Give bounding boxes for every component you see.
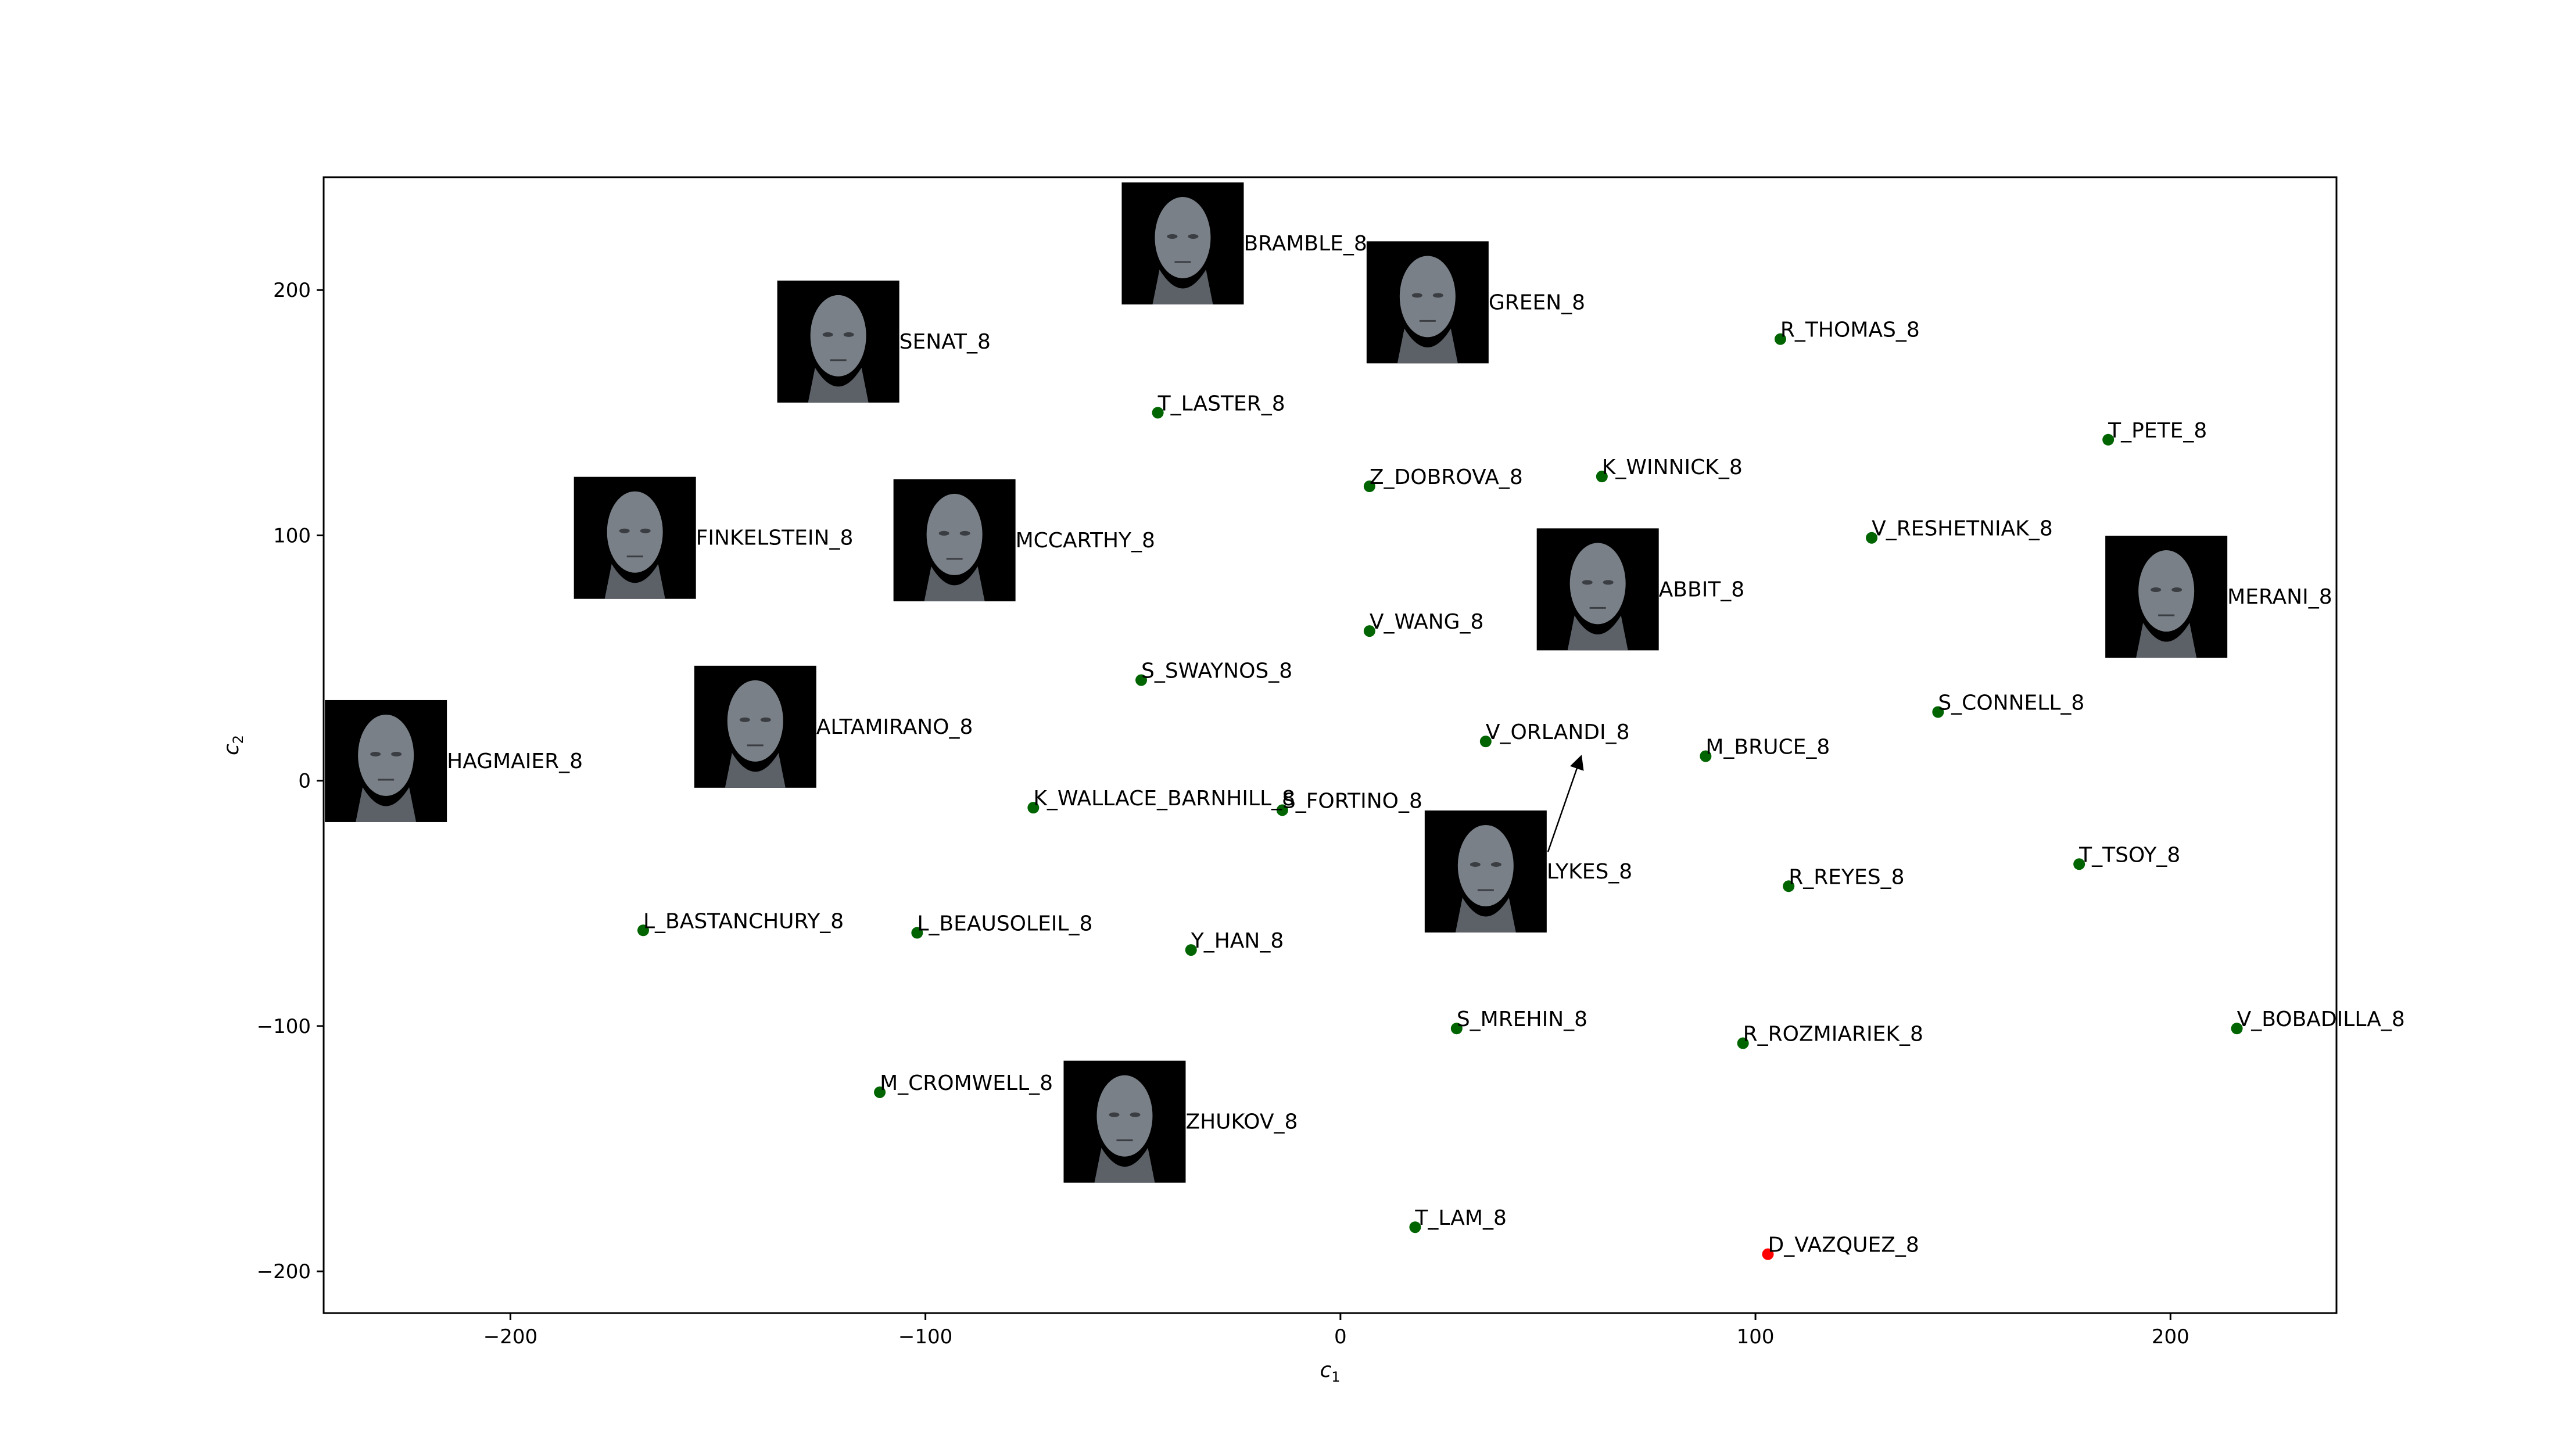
- face-image-finkelstein-8: [574, 476, 696, 599]
- face-image-zhukov-8: [1063, 1060, 1186, 1183]
- face-image-altamirano-8: [694, 665, 816, 788]
- point-t-laster-8: [1152, 407, 1164, 419]
- point-v-reshetniak-8: [1866, 532, 1878, 544]
- label-v-orlandi-8: V_ORLANDI_8: [1486, 720, 1630, 744]
- point-t-lam-8: [1409, 1221, 1421, 1233]
- label-v-wang-8: V_WANG_8: [1370, 610, 1484, 634]
- label-t-tsoy-8: T_TSOY_8: [2078, 843, 2180, 867]
- label-s-connell-8: S_CONNELL_8: [1938, 691, 2084, 715]
- arrow-line: [1547, 755, 1584, 852]
- label-m-cromwell-8: M_CROMWELL_8: [880, 1071, 1053, 1095]
- image-label-abbit-8: ABBIT_8: [1659, 578, 1745, 601]
- point-t-tsoy-8: [2073, 858, 2085, 870]
- point-v-bobadilla-8: [2231, 1023, 2243, 1035]
- point-k-wallace-barnhill-8: [1027, 802, 1040, 814]
- x-axis-label: c1: [1320, 1358, 1340, 1385]
- x-tick-label: −200: [483, 1325, 537, 1349]
- label-r-reyes-8: R_REYES_8: [1789, 865, 1904, 889]
- label-t-laster-8: T_LASTER_8: [1157, 392, 1285, 415]
- point-v-wang-8: [1363, 625, 1375, 637]
- point-m-bruce-8: [1700, 750, 1712, 762]
- label-t-lam-8: T_LAM_8: [1414, 1206, 1506, 1230]
- point-y-han-8: [1185, 944, 1197, 956]
- image-label-finkelstein-8: FINKELSTEIN_8: [696, 526, 854, 550]
- label-y-han-8: Y_HAN_8: [1191, 929, 1284, 953]
- image-label-mccarthy-8: MCCARTHY_8: [1016, 529, 1155, 553]
- point-r-rozmiariek-8: [1737, 1037, 1749, 1049]
- face-image-mccarthy-8: [893, 479, 1016, 601]
- image-label-green-8: GREEN_8: [1489, 291, 1585, 314]
- face-image-abbit-8: [1536, 528, 1659, 651]
- point-d-vazquez-8: [1762, 1248, 1774, 1260]
- x-tick-label: 200: [2152, 1325, 2189, 1349]
- label-t-pete-8: T_PETE_8: [2108, 419, 2207, 443]
- label-r-rozmiariek-8: R_ROZMIARIEK_8: [1743, 1023, 1923, 1046]
- y-tick-label: −100: [257, 1015, 311, 1038]
- face-image-hagmaier-8: [325, 700, 447, 822]
- y-tick-label: 200: [273, 279, 311, 302]
- point-v-orlandi-8: [1479, 736, 1492, 748]
- point-r-reyes-8: [1783, 880, 1795, 892]
- point-s-connell-8: [1932, 706, 1944, 718]
- point-l-bastanchury-8: [637, 924, 649, 937]
- label-k-wallace-barnhill-8: K_WALLACE_BARNHILL_8: [1033, 787, 1295, 811]
- point-m-cromwell-8: [874, 1086, 886, 1098]
- image-label-altamirano-8: ALTAMIRANO_8: [816, 715, 973, 739]
- label-z-dobrova-8: Z_DOBROVA_8: [1370, 465, 1523, 489]
- data-points: [637, 333, 2243, 1260]
- label-m-bruce-8: M_BRUCE_8: [1705, 736, 1830, 759]
- point-k-winnick-8: [1596, 471, 1608, 483]
- label-d-vazquez-8: D_VAZQUEZ_8: [1768, 1233, 1919, 1257]
- label-s-fortino-8: S_FORTINO_8: [1282, 789, 1422, 813]
- arrow-annotation: [1547, 755, 1584, 852]
- point-labels: BRAMBLE_8 GREEN_8 SENAT_8 FINKELSTEIN_8 MCCA…: [447, 232, 2405, 1257]
- point-r-thomas-8: [1774, 333, 1786, 345]
- label-r-thomas-8: R_THOMAS_8: [1780, 318, 1920, 342]
- y-tick-label: 100: [273, 524, 311, 547]
- label-v-bobadilla-8: V_BOBADILLA_8: [2237, 1007, 2405, 1031]
- image-label-bramble-8: BRAMBLE_8: [1243, 232, 1367, 256]
- label-l-bastanchury-8: L_BASTANCHURY_8: [643, 909, 844, 933]
- point-s-swaynos-8: [1135, 674, 1148, 686]
- face-images: [325, 182, 2228, 1183]
- y-axis-label: c2: [220, 735, 246, 755]
- x-tick-label: 100: [1737, 1325, 1775, 1349]
- y-axis-ticks: −200 −100 0 100 200: [257, 279, 324, 1283]
- face-image-lykes-8: [1424, 810, 1547, 933]
- face-image-green-8: [1366, 241, 1489, 364]
- image-label-merani-8: MERANI_8: [2227, 585, 2332, 609]
- label-k-winnick-8: K_WINNICK_8: [1602, 456, 1743, 479]
- image-label-hagmaier-8: HAGMAIER_8: [447, 749, 583, 773]
- label-l-beausoleil-8: L_BEAUSOLEIL_8: [917, 912, 1092, 936]
- point-l-beausoleil-8: [911, 927, 923, 939]
- point-t-pete-8: [2102, 433, 2115, 446]
- point-s-mrehin-8: [1450, 1023, 1463, 1035]
- y-tick-label: −200: [257, 1260, 311, 1283]
- image-label-zhukov-8: ZHUKOV_8: [1185, 1110, 1298, 1134]
- point-z-dobrova-8: [1363, 480, 1375, 493]
- label-s-mrehin-8: S_MREHIN_8: [1457, 1007, 1587, 1031]
- image-label-lykes-8: LYKES_8: [1547, 860, 1632, 884]
- label-v-reshetniak-8: V_RESHETNIAK_8: [1872, 517, 2053, 541]
- point-s-fortino-8: [1276, 804, 1288, 816]
- x-tick-label: −100: [898, 1325, 952, 1349]
- face-image-senat-8: [777, 280, 899, 403]
- x-axis-ticks: −200 −100 0 100 200: [483, 1313, 2189, 1349]
- x-tick-label: 0: [1334, 1325, 1347, 1349]
- axes-frame: [322, 176, 2338, 1314]
- y-tick-label: 0: [298, 770, 311, 793]
- face-image-bramble-8: [1121, 182, 1244, 305]
- image-label-senat-8: SENAT_8: [899, 330, 991, 354]
- face-image-merani-8: [2105, 536, 2228, 658]
- label-s-swaynos-8: S_SWAYNOS_8: [1141, 659, 1292, 683]
